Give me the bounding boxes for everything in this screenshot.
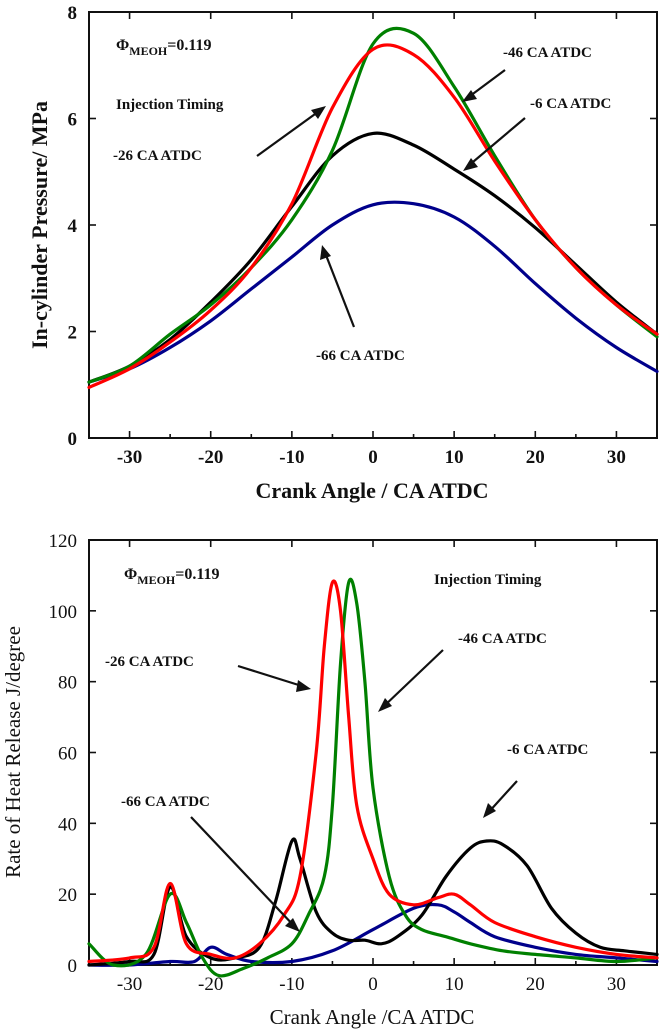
tick-group: -30 -20 -10 0 10 20 30 0 20 40 60 80 100 120 bbox=[49, 531, 658, 995]
arrow-head-66 bbox=[320, 245, 331, 260]
y-tick-label: 60 bbox=[58, 744, 77, 765]
y-tick-label: 0 bbox=[68, 956, 78, 977]
arrow-6 bbox=[466, 117, 526, 168]
x-tick-label: 0 bbox=[368, 447, 378, 468]
phi-value: =0.119 bbox=[167, 37, 211, 54]
y-tick-label: 8 bbox=[68, 3, 78, 24]
x-tick-label: -20 bbox=[198, 974, 223, 995]
arrow-head-46 bbox=[378, 698, 392, 712]
series-line-46-ca-atdc bbox=[87, 577, 659, 978]
arrow-66 bbox=[190, 816, 297, 929]
y-tick-label: 20 bbox=[58, 885, 77, 906]
injection-timing-label: Injection Timing bbox=[116, 97, 224, 113]
x-tick-label: 10 bbox=[445, 974, 464, 995]
series-line-66-ca-atdc bbox=[87, 200, 659, 384]
series-line-66-ca-atdc bbox=[87, 902, 659, 967]
series-group bbox=[87, 26, 659, 389]
y-tick-label: 120 bbox=[49, 531, 78, 552]
label-6: -6 CA ATDC bbox=[507, 742, 588, 758]
arrow-head-66 bbox=[285, 918, 300, 932]
x-tick-label: -10 bbox=[279, 974, 304, 995]
label-6: -6 CA ATDC bbox=[530, 96, 611, 112]
y-axis-title: In-cylinder Pressure/ MPa bbox=[27, 101, 52, 349]
arrow-26 bbox=[237, 664, 306, 689]
label-46: -46 CA ATDC bbox=[458, 631, 547, 647]
x-tick-label: -20 bbox=[198, 447, 223, 468]
x-axis-title: Crank Angle / CA ATDC bbox=[255, 478, 488, 503]
arrow-head-6 bbox=[463, 158, 478, 171]
label-66: -66 CA ATDC bbox=[121, 794, 210, 810]
phi-value: =0.119 bbox=[175, 566, 219, 583]
x-tick-label: 30 bbox=[607, 447, 626, 468]
label-26: -26 CA ATDC bbox=[113, 148, 202, 164]
x-tick-label: 20 bbox=[526, 974, 545, 995]
x-tick-label: -30 bbox=[117, 974, 142, 995]
y-tick-label: 4 bbox=[68, 216, 78, 237]
x-tick-label: 20 bbox=[526, 447, 545, 468]
y-tick-label: 80 bbox=[58, 673, 77, 694]
x-tick-label: -10 bbox=[279, 447, 304, 468]
y-tick-label: 40 bbox=[58, 814, 77, 835]
arrow-head-46 bbox=[462, 90, 477, 102]
plot-frame bbox=[88, 11, 658, 439]
x-tick-label: 10 bbox=[445, 447, 464, 468]
label-66: -66 CA ATDC bbox=[316, 348, 405, 364]
series-line-26-ca-atdc bbox=[87, 579, 659, 964]
series-line-26-ca-atdc bbox=[87, 43, 659, 389]
arrow-26 bbox=[256, 108, 323, 157]
tick-group: -30 -20 -10 0 10 20 30 0 2 4 6 8 bbox=[68, 3, 658, 468]
x-axis-title: Crank Angle /CA ATDC bbox=[270, 1005, 475, 1029]
phi-subscript: MEOH bbox=[137, 573, 176, 587]
arrow-head-6 bbox=[483, 803, 496, 818]
x-tick-label: 0 bbox=[368, 974, 378, 995]
injection-timing-label: Injection Timing bbox=[434, 572, 542, 588]
arrow-66 bbox=[322, 249, 356, 328]
y-tick-label: 6 bbox=[68, 110, 78, 131]
phi-subscript: MEOH bbox=[129, 44, 168, 58]
label-46: -46 CA ATDC bbox=[503, 45, 592, 61]
x-tick-label: 30 bbox=[607, 974, 626, 995]
label-26: -26 CA ATDC bbox=[105, 654, 194, 670]
phi-annotation: ΦMEOH=0.119 bbox=[116, 37, 212, 58]
y-tick-label: 2 bbox=[68, 323, 78, 344]
phi-symbol: Φ bbox=[124, 566, 137, 583]
pressure-chart: -30 -20 -10 0 10 20 30 0 2 4 6 8 Crank Angle / CA A… bbox=[27, 3, 659, 503]
phi-symbol: Φ bbox=[116, 37, 129, 54]
heat-release-chart: -30 -20 -10 0 10 20 30 0 20 40 60 80 100 120 Crank An… bbox=[1, 531, 659, 1029]
y-tick-label: 0 bbox=[68, 429, 78, 450]
arrow-head-26 bbox=[311, 106, 326, 119]
y-axis-title: Rate of Heat Release J/degree bbox=[1, 626, 25, 878]
arrow-head-26 bbox=[296, 680, 311, 692]
x-tick-label: -30 bbox=[117, 447, 142, 468]
phi-annotation: ΦMEOH=0.119 bbox=[124, 566, 220, 587]
series-group bbox=[87, 577, 659, 978]
y-tick-label: 100 bbox=[49, 602, 78, 623]
arrow-46 bbox=[381, 649, 444, 709]
series-line-6-ca-atdc bbox=[87, 837, 659, 967]
